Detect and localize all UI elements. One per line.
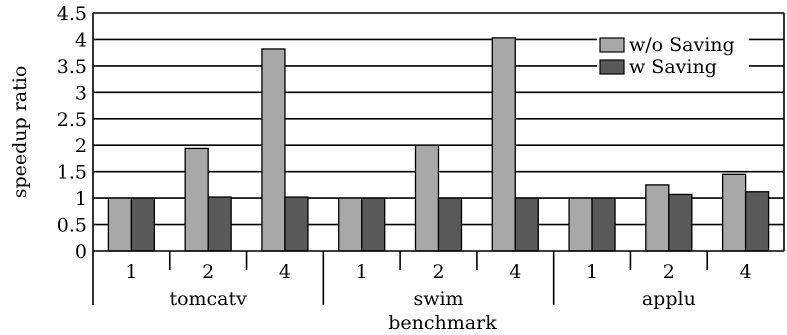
bar-tomcatv-2-wo-saving xyxy=(184,147,209,252)
bar-tomcatv-1-wo-saving xyxy=(107,197,133,252)
y-tick-label-2: 2 xyxy=(75,135,87,157)
legend-swatch-w-saving xyxy=(599,59,625,75)
x-tick-label-tomcatv-2: 2 xyxy=(202,261,214,283)
bar-swim-4-wo-saving xyxy=(491,37,516,252)
y-tick-label-4: 4 xyxy=(75,29,87,51)
legend-label-w-saving: w Saving xyxy=(629,56,717,78)
y-axis-title: speedup ratio xyxy=(9,66,31,199)
bar-applu-1-w-saving xyxy=(591,197,616,252)
bar-tomcatv-2-w-saving xyxy=(207,196,232,252)
x-tick-label-swim-4: 4 xyxy=(509,261,521,283)
y-tick-label-2.5: 2.5 xyxy=(57,109,87,131)
bar-applu-2-w-saving xyxy=(668,193,693,252)
y-tick-label-0: 0 xyxy=(75,241,87,263)
bar-swim-2-wo-saving xyxy=(414,144,440,252)
x-tick-label-swim-1: 1 xyxy=(356,261,368,283)
x-tick-label-applu-2: 2 xyxy=(663,261,675,283)
bars xyxy=(107,37,770,252)
bar-applu-4-wo-saving xyxy=(721,173,747,252)
bar-tomcatv-4-wo-saving xyxy=(261,48,286,252)
legend-swatch-wo-saving xyxy=(599,37,625,53)
y-tick-label-1: 1 xyxy=(75,188,87,210)
group-label-tomcatv: tomcatv xyxy=(169,288,247,310)
y-tick-label-1.5: 1.5 xyxy=(57,162,87,184)
bar-swim-4-w-saving xyxy=(514,197,539,252)
bar-swim-2-w-saving xyxy=(437,197,463,252)
bar-applu-4-w-saving xyxy=(744,191,770,252)
y-tick-label-0.5: 0.5 xyxy=(57,215,87,237)
bar-tomcatv-4-w-saving xyxy=(284,196,309,252)
x-axis-title: benchmark xyxy=(388,312,497,334)
y-tick-label-3: 3 xyxy=(75,82,87,104)
bar-tomcatv-1-w-saving xyxy=(130,197,156,252)
axes xyxy=(92,13,785,305)
x-tick-label-applu-1: 1 xyxy=(586,261,598,283)
x-tick-label-applu-4: 4 xyxy=(740,261,752,283)
group-label-applu: applu xyxy=(642,288,696,310)
x-tick-label-tomcatv-1: 1 xyxy=(125,261,137,283)
labels: speedup ratio benchmark 0 0.5 1 1.5 2 2.5 3 3.5… xyxy=(9,3,752,334)
y-tick-label-4.5: 4.5 xyxy=(57,3,87,25)
group-label-swim: swim xyxy=(413,288,463,310)
x-tick-label-swim-2: 2 xyxy=(432,261,444,283)
bar-swim-1-w-saving xyxy=(361,197,386,252)
x-tick-label-tomcatv-4: 4 xyxy=(279,261,291,283)
bar-applu-1-wo-saving xyxy=(568,197,593,252)
bar-applu-2-wo-saving xyxy=(645,184,670,252)
y-tick-label-3.5: 3.5 xyxy=(57,56,87,78)
bar-swim-1-wo-saving xyxy=(338,197,363,252)
legend-label-wo-saving: w/o Saving xyxy=(629,34,735,56)
